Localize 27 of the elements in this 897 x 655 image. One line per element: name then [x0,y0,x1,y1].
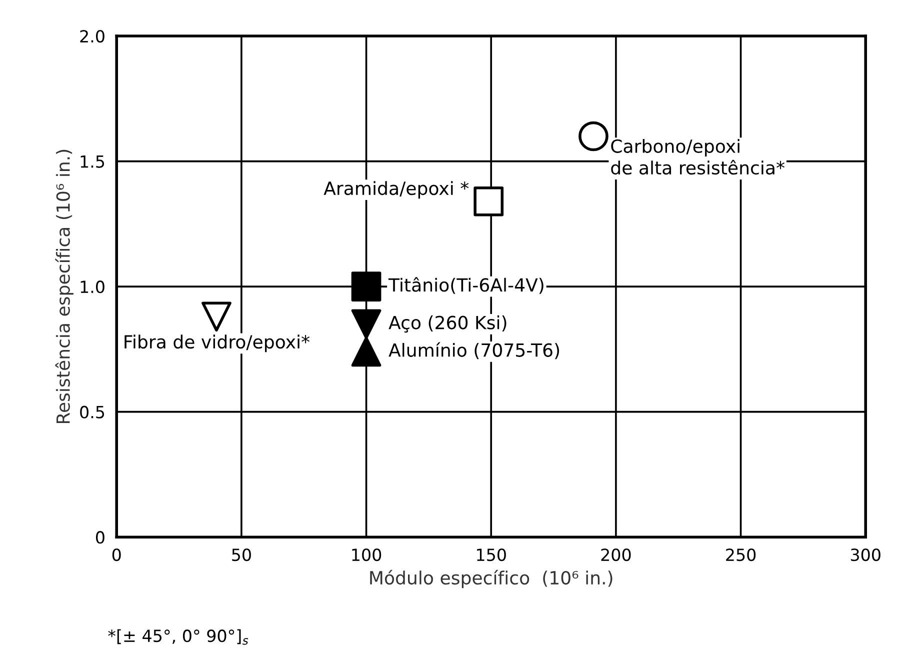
x-tick-label: 150 [477,548,506,562]
x-tick-label: 0 [112,548,121,562]
series-label: Titânio(Ti-6Al-4V) [388,277,544,294]
point [578,121,608,152]
point [474,186,504,216]
y-tick-label: 0 [96,531,104,544]
point [202,302,232,332]
x-axis-title: Módulo específico (10⁶ in.) [370,570,612,588]
x-tick-label: 200 [601,548,631,562]
x-tick-label: 250 [726,548,756,562]
text: *[± 45°, 0° 90°]$_{s}$ [108,629,248,645]
y-axis-title: Resistência específica (10⁶ in.) [55,150,74,423]
x-tick-label: 100 [352,548,382,562]
point [351,336,382,367]
series-label: Alumínio (7075-T6) [388,342,560,360]
x-tick-label: 300 [850,548,880,562]
y-tick-label: 1.0 [80,280,104,294]
series-label: Aço (260 Ksi) [388,315,506,333]
x-tick-label: 50 [232,548,251,562]
point [351,272,382,302]
y-tick-label: 0.5 [80,406,104,418]
series-label: Carbono/epoxi de alta resistência* [611,139,784,175]
y-tick-label: 1.5 [80,155,104,168]
series-label: Aramida/epoxi * [324,181,469,199]
series-label: Fibra de vidro/epoxi* [124,334,310,352]
y-tick-label: 2.0 [80,30,104,43]
point [351,309,382,340]
